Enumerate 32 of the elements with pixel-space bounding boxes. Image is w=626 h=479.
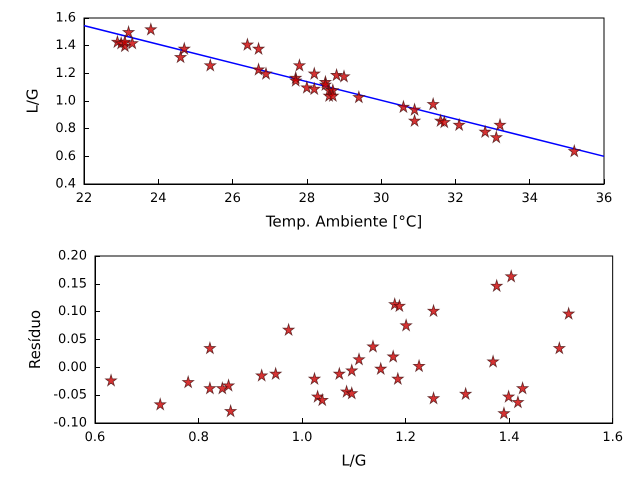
y-tick-label: 1.0 xyxy=(55,94,76,108)
y-tick-label: -0.05 xyxy=(53,388,87,403)
x-tick-label: 30 xyxy=(372,191,390,206)
y-axis-title: Resíduo xyxy=(26,310,44,370)
y-tick-label: 1.2 xyxy=(55,66,76,81)
y-tick-label: 0.8 xyxy=(55,121,76,136)
x-tick-label: 1.6 xyxy=(602,430,624,445)
y-tick-label: 0.15 xyxy=(58,276,87,292)
y-tick-label: 0.6 xyxy=(55,148,76,164)
x-tick-label: 0.8 xyxy=(188,430,209,445)
x-tick-label: 36 xyxy=(596,191,612,206)
y-tick-label: 0.10 xyxy=(58,304,87,320)
x-tick-label: 32 xyxy=(447,191,464,206)
x-tick-label: 0.6 xyxy=(84,430,106,445)
y-tick-label: 0.00 xyxy=(58,360,87,375)
x-axis-title: L/G xyxy=(341,452,366,470)
y-tick-label: 0.05 xyxy=(58,332,87,347)
x-tick-label: 34 xyxy=(521,191,538,206)
x-tick-label: 26 xyxy=(224,191,241,206)
y-tick-label: 1.6 xyxy=(55,10,76,26)
x-tick-label: 1.4 xyxy=(498,430,520,445)
x-tick-label: 22 xyxy=(76,191,92,206)
y-tick-label: 0.20 xyxy=(58,248,87,264)
x-tick-label: 24 xyxy=(150,191,167,206)
x-axis-title: Temp. Ambiente [°C] xyxy=(264,212,422,230)
y-axis-title: L/G xyxy=(24,88,42,114)
x-tick-label: 28 xyxy=(298,191,316,206)
y-tick-label: 1.4 xyxy=(55,38,76,54)
y-tick-label: -0.10 xyxy=(53,416,87,430)
x-tick-label: 1.2 xyxy=(395,430,416,445)
x-tick-label: 1.0 xyxy=(292,430,312,445)
y-tick-label: 0.4 xyxy=(55,176,76,192)
